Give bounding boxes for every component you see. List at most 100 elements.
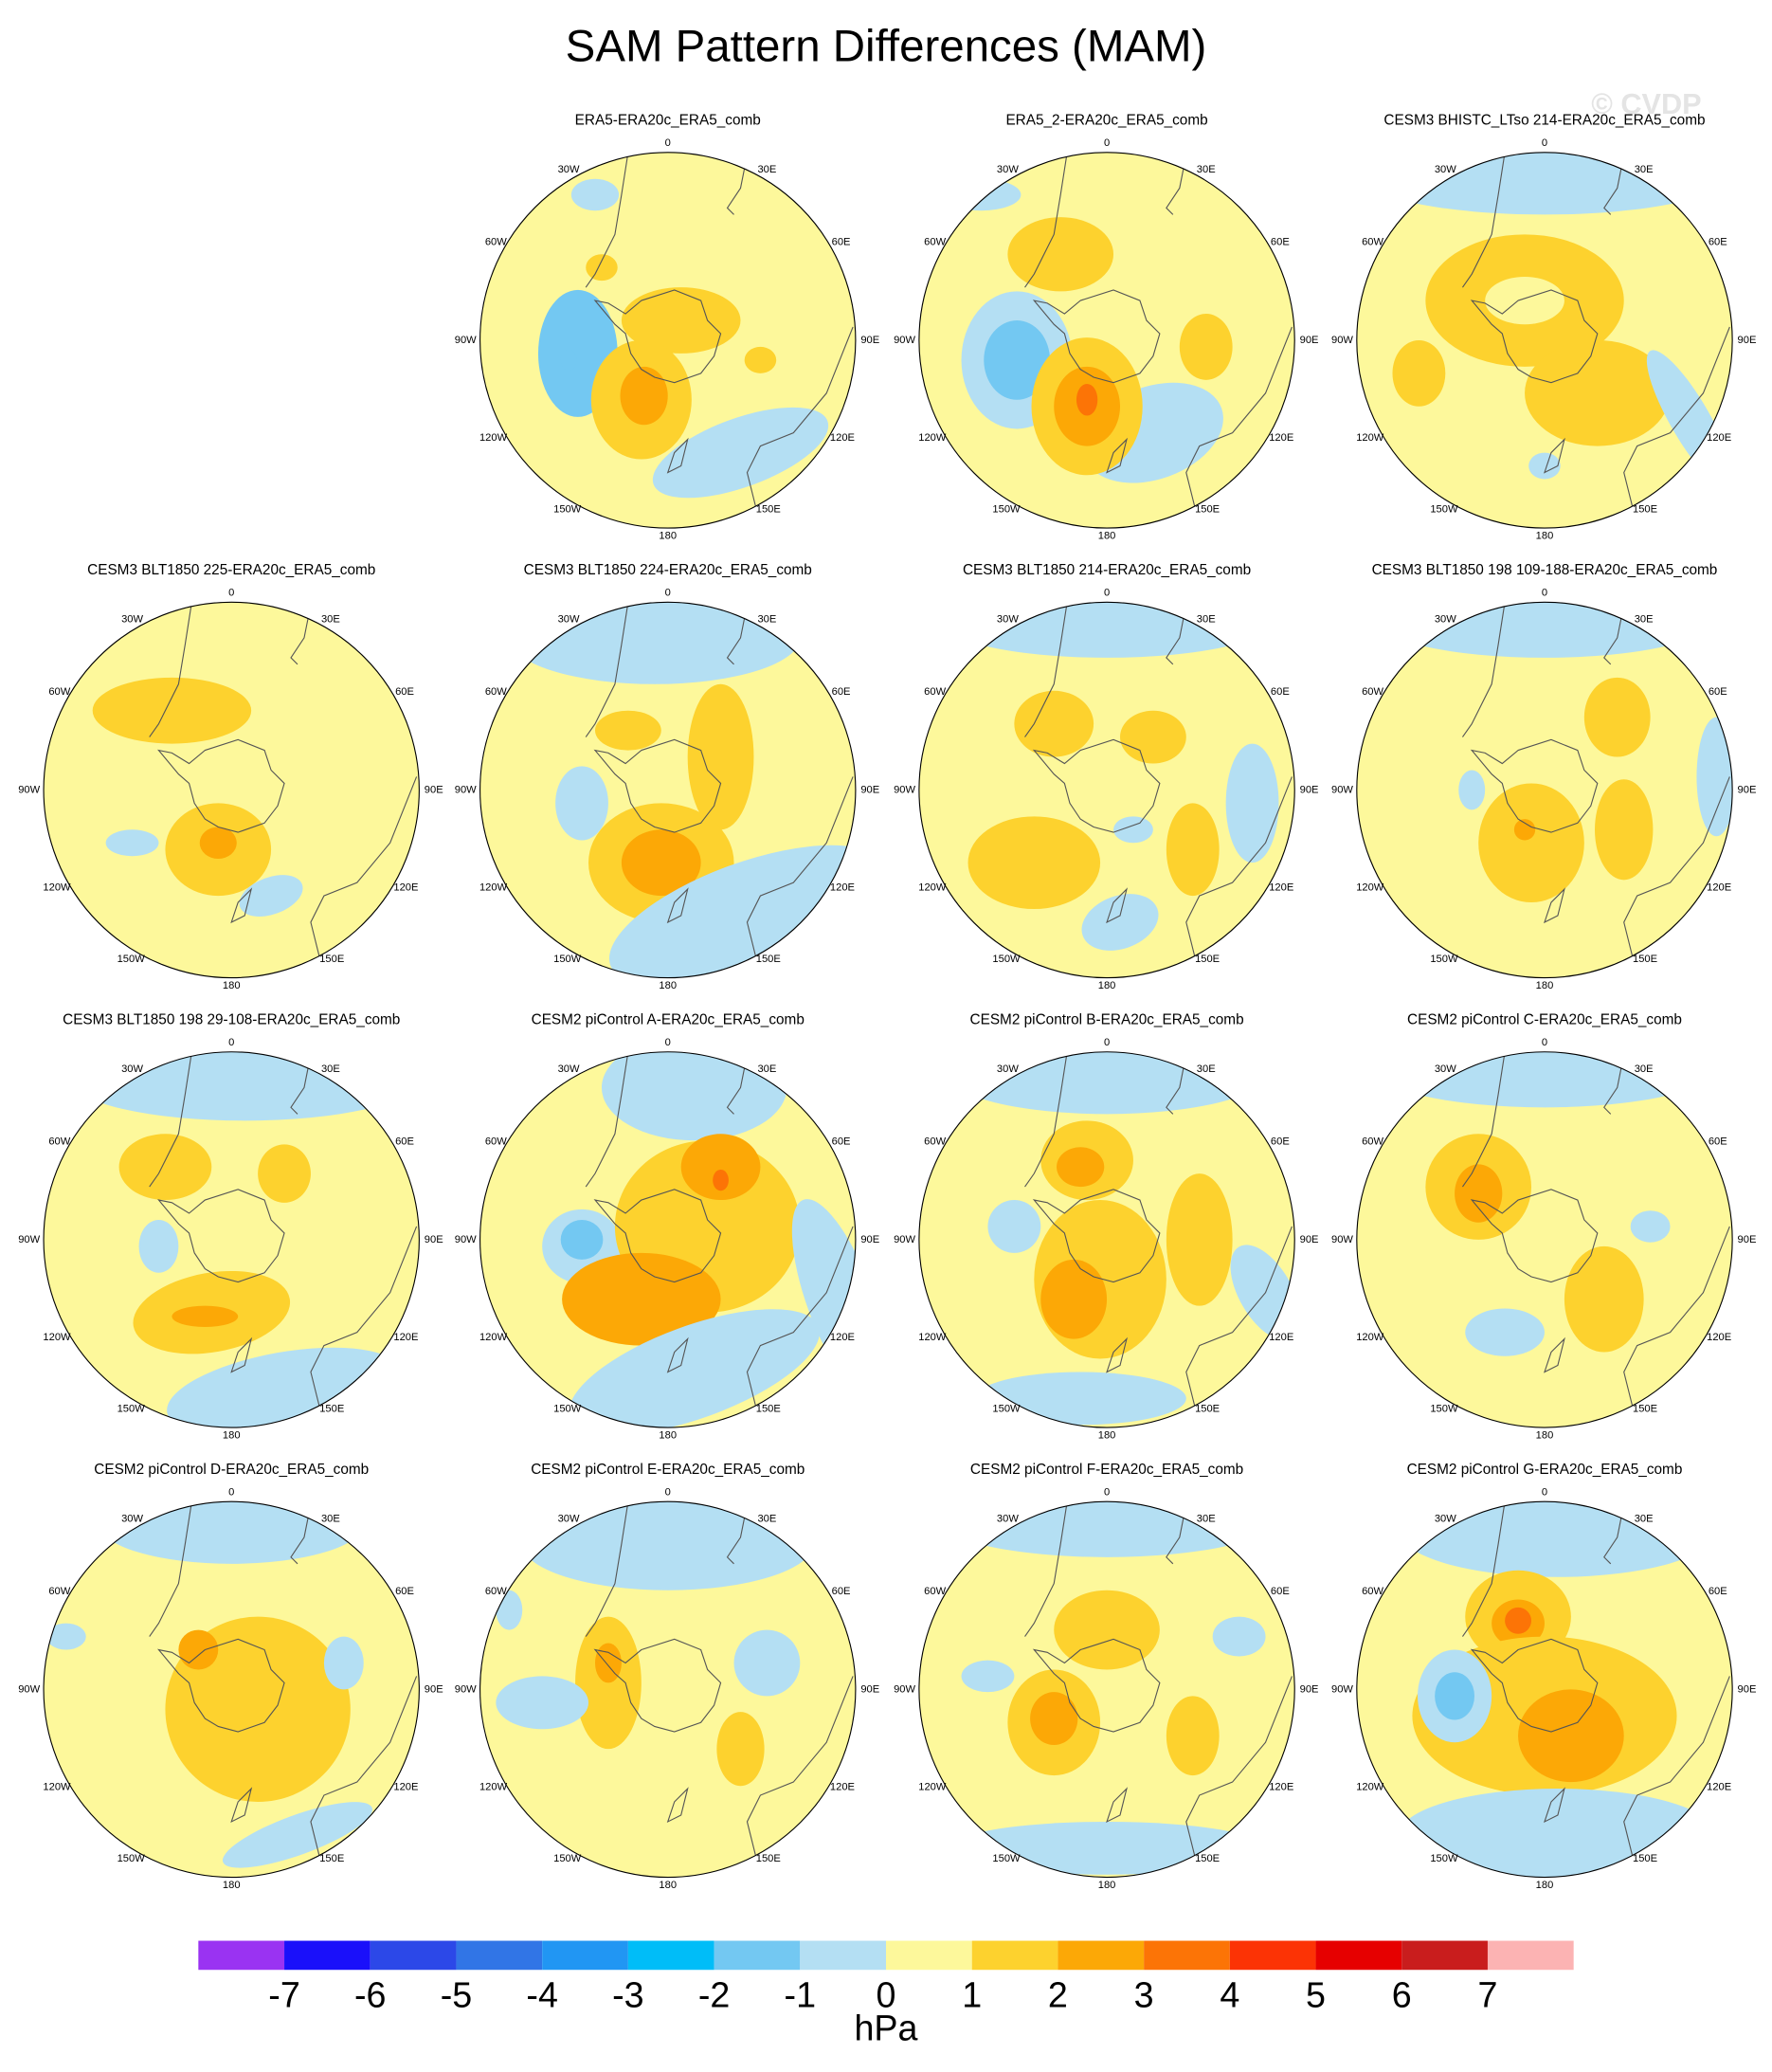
contour-region (594, 710, 661, 751)
map-panel: 0 30E 60E 90E 120E 150E 180 150W 120W 90W 60W 30W CE… (18, 1462, 443, 1891)
longitude-label: 90W (1331, 335, 1353, 346)
longitude-label: 90E (1738, 335, 1757, 346)
map-panel: 0 30E 60E 90E 120E 150E 180 150W 120W 90W 60W 30W CE… (1331, 562, 1756, 991)
longitude-label: 30E (321, 1513, 340, 1524)
map-panel: 0 30E 60E 90E 120E 150E 180 150W 120W 90W 60W 30W CE… (894, 1462, 1318, 1891)
colorbar-tick-label: 5 (1306, 1974, 1326, 2014)
longitude-label: 120W (918, 1782, 947, 1793)
contour-region (608, 845, 856, 978)
longitude-label: 30E (1635, 1063, 1654, 1075)
longitude-label: 60E (832, 237, 851, 248)
longitude-label: 120W (1356, 882, 1384, 894)
panel-title: CESM3 BHISTC_LTso 214-ERA20c_ERA5_comb (1383, 112, 1705, 128)
map-field (918, 152, 1295, 529)
longitude-label: 60W (48, 1136, 70, 1148)
colorbar-tick-label: 3 (1134, 1974, 1154, 2014)
longitude-label: 150E (756, 954, 781, 965)
coastline (666, 437, 689, 474)
longitude-label: 60E (395, 1586, 414, 1597)
longitude-label: 90E (860, 784, 879, 795)
longitude-label: 30E (1197, 1063, 1216, 1075)
longitude-label: 180 (659, 1880, 677, 1891)
coastline (1032, 289, 1161, 384)
colorbar-box (284, 1940, 371, 1971)
longitude-label: 90W (455, 335, 477, 346)
longitude-label: 30E (321, 1063, 340, 1075)
coastline (1603, 604, 1625, 665)
longitude-label: 30W (997, 1513, 1019, 1524)
panel-title: CESM3 BLT1850 198 29-108-ERA20c_ERA5_com… (63, 1011, 400, 1027)
map-border (43, 601, 420, 979)
coastline (585, 1501, 629, 1637)
longitude-label: 180 (1098, 530, 1116, 541)
colorbar-tick-label: 1 (962, 1974, 982, 2014)
colorbar-tick-label: -7 (268, 1974, 299, 2014)
coastline (666, 887, 689, 924)
map-panel: 0 30E 60E 90E 120E 150E 180 150W 120W 90W 60W 30W CE… (1331, 1462, 1756, 1891)
coastline (1470, 289, 1599, 384)
longitude-label: 30W (121, 613, 143, 625)
longitude-label: 180 (659, 980, 677, 991)
panel-title: CESM2 piControl C-ERA20c_ERA5_comb (1407, 1011, 1682, 1027)
contour-region (987, 1200, 1041, 1253)
longitude-label: 150W (553, 504, 582, 516)
contour-region (621, 287, 741, 354)
longitude-label: 90E (1300, 784, 1319, 795)
longitude-label: 60W (924, 1586, 946, 1597)
longitude-label: 150W (553, 954, 582, 965)
map-border (918, 152, 1295, 529)
coastline (1461, 1501, 1506, 1637)
longitude-label: 150E (1633, 1403, 1657, 1414)
contour-region (967, 816, 1101, 910)
map-border (1356, 152, 1733, 529)
longitude-label: 30E (1635, 613, 1654, 625)
longitude-label: 90E (860, 335, 879, 346)
contour-region (620, 366, 668, 426)
map-field (479, 1051, 856, 1428)
longitude-label: 0 (1542, 1037, 1547, 1048)
longitude-label: 0 (1542, 137, 1547, 149)
coastline (157, 1638, 285, 1733)
longitude-label: 150W (553, 1403, 582, 1414)
colorbar-box (886, 1940, 972, 1971)
panel-title: CESM3 BLT1850 214-ERA20c_ERA5_comb (963, 562, 1251, 578)
longitude-label: 90E (1738, 784, 1757, 795)
map-panel: 0 30E 60E 90E 120E 150E 180 150W 120W 90W 60W 30W CE… (18, 562, 443, 991)
longitude-label: 30E (1635, 164, 1654, 175)
longitude-label: 120E (830, 1782, 855, 1793)
contour-region (496, 1676, 589, 1730)
longitude-label: 150W (118, 1403, 146, 1414)
longitude-label: 180 (223, 1880, 241, 1891)
coastline (1032, 738, 1161, 833)
longitude-label: 120E (1707, 1782, 1731, 1793)
map-field (918, 1501, 1295, 1878)
panel-title: CESM2 piControl G-ERA20c_ERA5_comb (1407, 1462, 1683, 1478)
map-panel: 0 30E 60E 90E 120E 150E 180 150W 120W 90W 60W 30W CE… (18, 1011, 443, 1441)
map-border (918, 1051, 1295, 1428)
coastline (726, 1054, 749, 1115)
map-field (44, 602, 420, 978)
coastline (1166, 1054, 1187, 1115)
contour-region (509, 602, 801, 684)
colorbar-box (1487, 1940, 1574, 1971)
contour-region (92, 677, 252, 744)
longitude-label: 180 (223, 980, 241, 991)
contour-region (1081, 894, 1159, 951)
coastline (1024, 1501, 1068, 1637)
longitude-label: 150W (992, 1853, 1021, 1864)
panel-title: CESM2 piControl E-ERA20c_ERA5_comb (531, 1462, 805, 1478)
longitude-label: 30W (558, 164, 580, 175)
contour-region (1528, 452, 1561, 480)
coastline (1032, 1638, 1161, 1733)
longitude-label: 0 (665, 137, 671, 149)
colorbar-tick-label: 6 (1392, 1974, 1412, 2014)
coastline (1623, 776, 1730, 975)
longitude-label: 30W (1435, 613, 1456, 625)
longitude-label: 120W (918, 1332, 947, 1343)
coastline (1544, 1336, 1565, 1373)
longitude-label: 60W (924, 1136, 946, 1148)
colorbar-box (627, 1940, 714, 1971)
longitude-label: 30W (121, 1513, 143, 1524)
contour-region (1630, 1210, 1671, 1243)
contour-region (178, 1629, 219, 1670)
